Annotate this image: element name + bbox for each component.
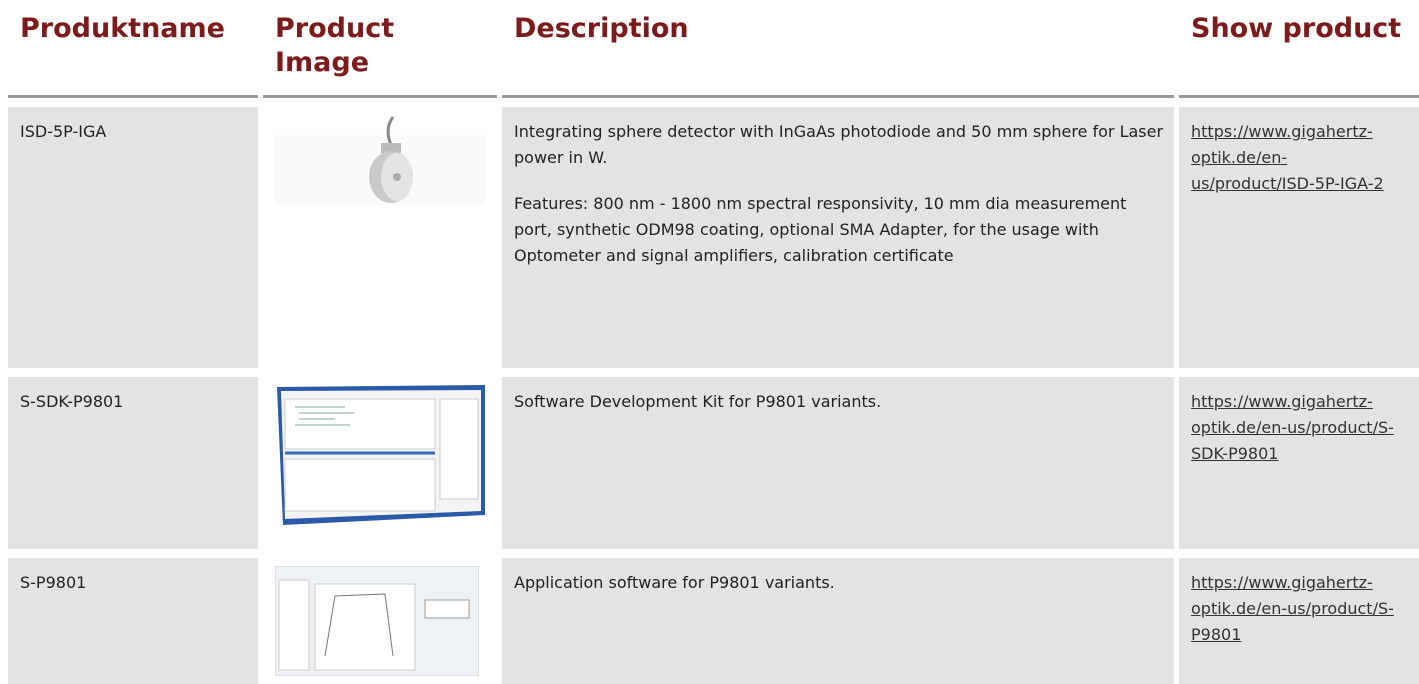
description: Integrating sphere detector with InGaAs … (502, 107, 1174, 368)
column-header: Show product (1179, 0, 1419, 98)
product-thumbnail (275, 116, 485, 205)
product-table: Produktname Product Image Description Show … (8, 0, 1419, 684)
product-thumbnail (274, 565, 480, 677)
product-image (263, 107, 497, 368)
column-header: Description (502, 0, 1174, 98)
column-header: Produktname (8, 0, 258, 98)
product-link[interactable]: https://www.gigahertz-optik.de/en-us/pro… (1191, 122, 1384, 193)
column-header: Product Image (263, 0, 497, 98)
description-paragraph: Integrating sphere detector with InGaAs … (514, 122, 1164, 167)
description: Software Development Kit for P9801 varia… (502, 377, 1174, 549)
product-image (263, 377, 497, 549)
link-cell: https://www.gigahertz-optik.de/en-us/pro… (1179, 107, 1419, 368)
description-paragraph: Application software for P9801 variants. (514, 573, 835, 592)
description: Application software for P9801 variants. (502, 558, 1174, 684)
product-thumbnail (277, 385, 485, 525)
link-cell: https://www.gigahertz-optik.de/en-us/pro… (1179, 377, 1419, 549)
product-link[interactable]: https://www.gigahertz-optik.de/en-us/pro… (1191, 573, 1394, 644)
product-link[interactable]: https://www.gigahertz-optik.de/en-us/pro… (1191, 392, 1394, 463)
link-cell: https://www.gigahertz-optik.de/en-us/pro… (1179, 558, 1419, 684)
product-name: ISD-5P-IGA (8, 107, 258, 368)
description-paragraph: Software Development Kit for P9801 varia… (514, 392, 882, 411)
description-paragraph: Features: 800 nm - 1800 nm spectral resp… (514, 194, 1127, 265)
product-name: S-SDK-P9801 (8, 377, 258, 549)
product-name: S-P9801 (8, 558, 258, 684)
product-image (263, 558, 497, 684)
